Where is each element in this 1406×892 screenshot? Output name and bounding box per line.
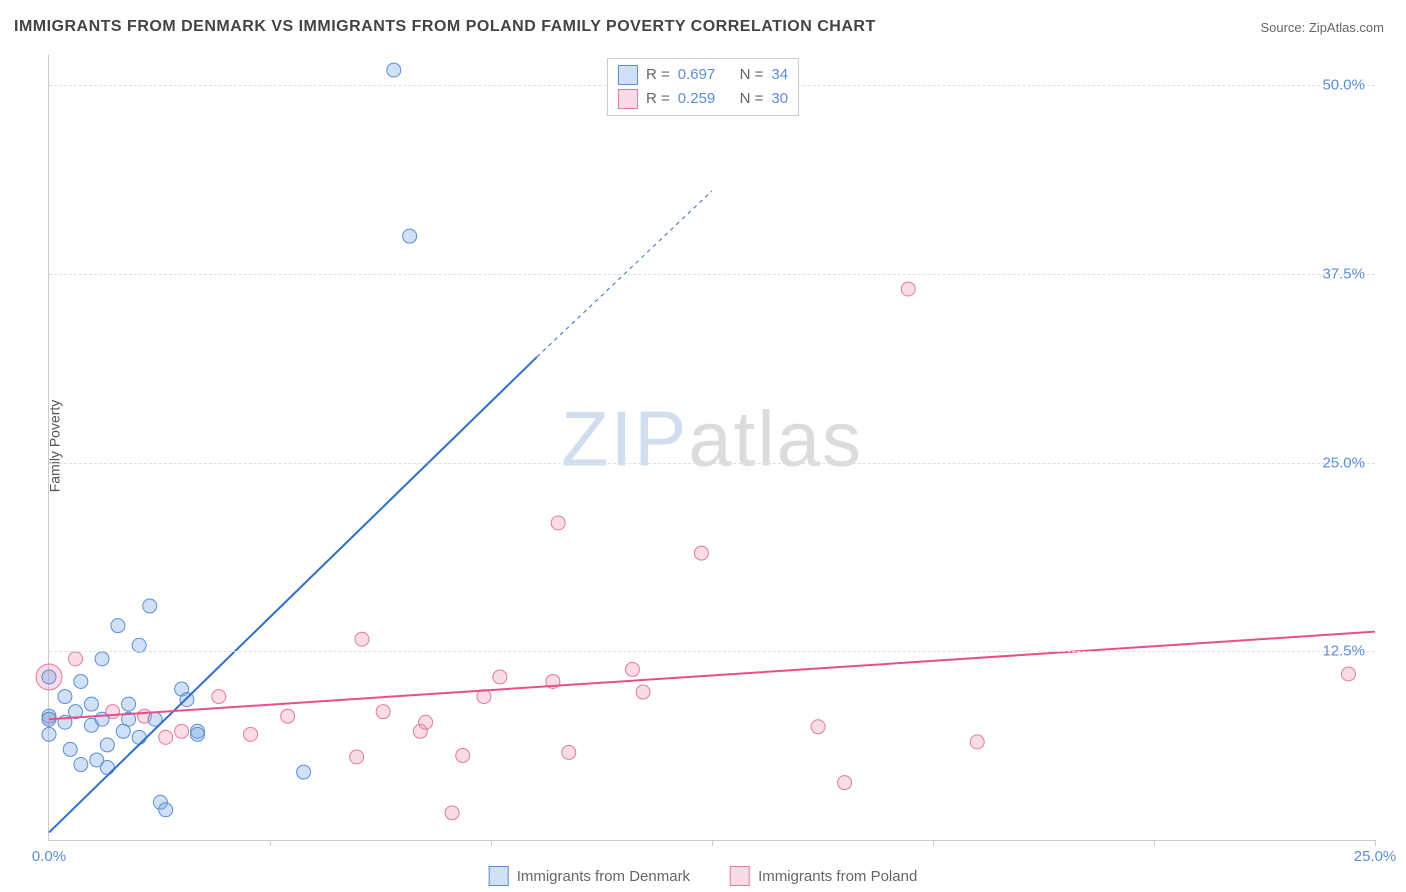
data-point	[69, 652, 83, 666]
source-label: Source:	[1260, 20, 1308, 35]
data-point	[281, 709, 295, 723]
data-point	[350, 750, 364, 764]
legend-r-val-denmark: 0.697	[678, 63, 716, 87]
data-point	[42, 670, 56, 684]
data-point	[191, 727, 205, 741]
gridline	[49, 274, 1375, 275]
gridline	[49, 651, 1375, 652]
data-point	[212, 690, 226, 704]
data-point	[838, 776, 852, 790]
chart-container: IMMIGRANTS FROM DENMARK VS IMMIGRANTS FR…	[0, 0, 1406, 892]
legend-label-poland: Immigrants from Poland	[758, 868, 917, 885]
data-point	[100, 738, 114, 752]
xtick	[270, 840, 271, 846]
ytick-label: 25.0%	[1322, 454, 1365, 471]
series-legend: Immigrants from Denmark Immigrants from …	[489, 866, 918, 886]
swatch-denmark	[618, 65, 638, 85]
legend-n-val-denmark: 34	[771, 63, 788, 87]
chart-title: IMMIGRANTS FROM DENMARK VS IMMIGRANTS FR…	[14, 18, 876, 36]
data-point	[74, 674, 88, 688]
data-point	[111, 619, 125, 633]
data-point	[175, 724, 189, 738]
data-point	[376, 705, 390, 719]
legend-row-poland: R = 0.259 N = 30	[618, 87, 788, 111]
data-point	[84, 697, 98, 711]
data-point	[63, 742, 77, 756]
data-point	[970, 735, 984, 749]
legend-item-denmark: Immigrants from Denmark	[489, 866, 690, 886]
data-point	[132, 638, 146, 652]
xtick	[491, 840, 492, 846]
legend-n-val-poland: 30	[771, 87, 788, 111]
data-point	[811, 720, 825, 734]
xtick-label-origin: 0.0%	[32, 848, 66, 865]
legend-row-denmark: R = 0.697 N = 34	[618, 63, 788, 87]
data-point	[74, 758, 88, 772]
data-point	[445, 806, 459, 820]
legend-item-poland: Immigrants from Poland	[730, 866, 917, 886]
source-name: ZipAtlas.com	[1309, 20, 1384, 35]
source-attribution: Source: ZipAtlas.com	[1260, 20, 1384, 35]
ytick-label: 50.0%	[1322, 77, 1365, 94]
legend-r-label: R =	[646, 87, 670, 111]
data-point	[493, 670, 507, 684]
data-point	[143, 599, 157, 613]
xtick	[712, 840, 713, 846]
data-point	[159, 803, 173, 817]
data-point	[625, 662, 639, 676]
data-point	[95, 652, 109, 666]
legend-n-label: N =	[740, 87, 764, 111]
data-point	[1341, 667, 1355, 681]
data-point	[562, 745, 576, 759]
swatch-poland	[618, 89, 638, 109]
swatch-denmark-bottom	[489, 866, 509, 886]
data-point	[403, 229, 417, 243]
correlation-legend: R = 0.697 N = 34 R = 0.259 N = 30	[607, 58, 799, 116]
data-point	[694, 546, 708, 560]
data-point	[58, 690, 72, 704]
data-point	[95, 712, 109, 726]
xtick	[1154, 840, 1155, 846]
data-point	[244, 727, 258, 741]
data-point	[297, 765, 311, 779]
gridline	[49, 463, 1375, 464]
legend-r-val-poland: 0.259	[678, 87, 716, 111]
legend-n-label: N =	[740, 63, 764, 87]
legend-label-denmark: Immigrants from Denmark	[517, 868, 690, 885]
xtick-label-end: 25.0%	[1354, 848, 1397, 865]
legend-r-label: R =	[646, 63, 670, 87]
data-point	[42, 727, 56, 741]
data-point	[419, 715, 433, 729]
plot-area: ZIPatlas 12.5%25.0%37.5%50.0%0.0%25.0%	[48, 55, 1375, 841]
data-point	[456, 748, 470, 762]
data-point	[355, 632, 369, 646]
plot-svg	[49, 55, 1375, 840]
ytick-label: 12.5%	[1322, 643, 1365, 660]
data-point	[387, 63, 401, 77]
data-point	[636, 685, 650, 699]
data-point	[159, 730, 173, 744]
data-point	[132, 730, 146, 744]
xtick	[933, 840, 934, 846]
data-point	[180, 693, 194, 707]
swatch-poland-bottom	[730, 866, 750, 886]
data-point	[100, 761, 114, 775]
data-point	[901, 282, 915, 296]
xtick	[1375, 840, 1376, 846]
ytick-label: 37.5%	[1322, 265, 1365, 282]
trend-line	[49, 632, 1375, 720]
data-point	[122, 697, 136, 711]
data-point	[551, 516, 565, 530]
